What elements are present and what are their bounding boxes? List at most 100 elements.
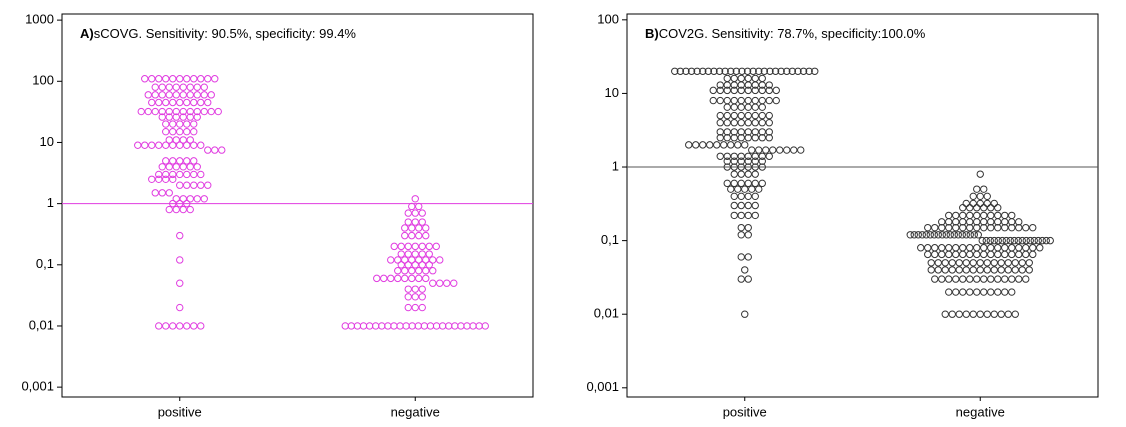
data-point (962, 310, 970, 318)
data-point (994, 250, 1002, 259)
data-point (969, 192, 977, 201)
data-point (730, 119, 738, 127)
data-point (737, 223, 745, 232)
data-point (751, 170, 759, 178)
data-point (204, 98, 212, 107)
data-point (772, 86, 780, 95)
data-point (193, 163, 201, 171)
data-point (737, 86, 745, 95)
data-point (186, 195, 194, 203)
data-point (155, 175, 163, 183)
data-point (959, 275, 967, 283)
y-tick-label: 100 (32, 73, 54, 88)
x-tick-label: positive (723, 404, 767, 419)
data-point (927, 266, 935, 274)
data-point (709, 86, 717, 95)
data-point (179, 195, 187, 203)
data-point (169, 199, 177, 208)
data-point (193, 107, 201, 116)
y-tick-label: 10 (40, 134, 54, 149)
data-point (973, 250, 981, 259)
data-point (408, 224, 416, 232)
data-point (980, 244, 988, 252)
data-point (730, 81, 738, 89)
data-point (730, 170, 738, 178)
data-point (384, 322, 392, 330)
data-point (193, 83, 201, 91)
data-point (200, 195, 208, 203)
data-point (176, 170, 184, 179)
data-point (176, 279, 184, 287)
data-point (418, 250, 426, 258)
data-point (976, 192, 984, 201)
data-point (1001, 223, 1009, 232)
data-point (179, 83, 187, 91)
data-point (378, 322, 386, 330)
data-point (917, 244, 925, 252)
data-point (394, 267, 402, 275)
data-point (404, 250, 412, 258)
data-point (169, 98, 177, 107)
data-point (751, 134, 759, 142)
data-point (762, 146, 770, 154)
data-point (134, 141, 142, 149)
data-point (990, 310, 998, 318)
data-point (186, 91, 194, 99)
data-point (1008, 223, 1016, 232)
y-tick-label: 0,1 (36, 256, 54, 271)
data-point (987, 223, 995, 232)
data-point (151, 107, 159, 116)
data-point (945, 223, 953, 232)
data-point (987, 211, 995, 220)
data-point (172, 83, 180, 91)
data-point (176, 120, 184, 128)
data-point (1015, 250, 1023, 259)
data-point (179, 205, 187, 214)
data-point (401, 256, 409, 264)
data-point (980, 250, 988, 259)
data-point (948, 310, 956, 318)
data-point (751, 179, 759, 188)
data-point (994, 218, 1002, 226)
data-point (737, 81, 745, 89)
data-point (1029, 244, 1037, 252)
data-point (165, 91, 173, 99)
data-point (952, 275, 960, 283)
data-point (207, 107, 215, 116)
y-tick-label: 0,01 (29, 317, 54, 332)
data-point (962, 266, 970, 274)
data-point (169, 120, 177, 128)
data-point (411, 242, 419, 251)
data-point (980, 204, 988, 212)
data-point (760, 67, 769, 75)
data-point (966, 211, 974, 220)
data-point (751, 163, 759, 171)
data-point (997, 266, 1005, 274)
y-tick-label: 100 (597, 11, 619, 26)
data-point (425, 242, 433, 251)
y-tick-label: 1 (47, 195, 54, 210)
data-point (396, 322, 404, 330)
data-point (390, 242, 398, 251)
data-point (959, 250, 967, 259)
data-point (1022, 250, 1030, 259)
data-point (758, 96, 766, 105)
data-point (987, 218, 995, 226)
data-point (394, 274, 402, 283)
data-point (176, 157, 184, 165)
data-point (162, 157, 170, 165)
data-point (997, 259, 1005, 267)
data-point (983, 266, 991, 274)
data-point (415, 231, 423, 240)
data-point (776, 146, 784, 154)
data-point (438, 322, 447, 330)
data-point (172, 195, 180, 203)
data-point (422, 231, 430, 240)
data-point (429, 267, 437, 275)
data-point (737, 74, 745, 83)
data-point (380, 274, 388, 283)
data-point (751, 192, 759, 201)
data-point (420, 322, 429, 330)
data-point (190, 127, 198, 136)
data-point (952, 223, 960, 232)
